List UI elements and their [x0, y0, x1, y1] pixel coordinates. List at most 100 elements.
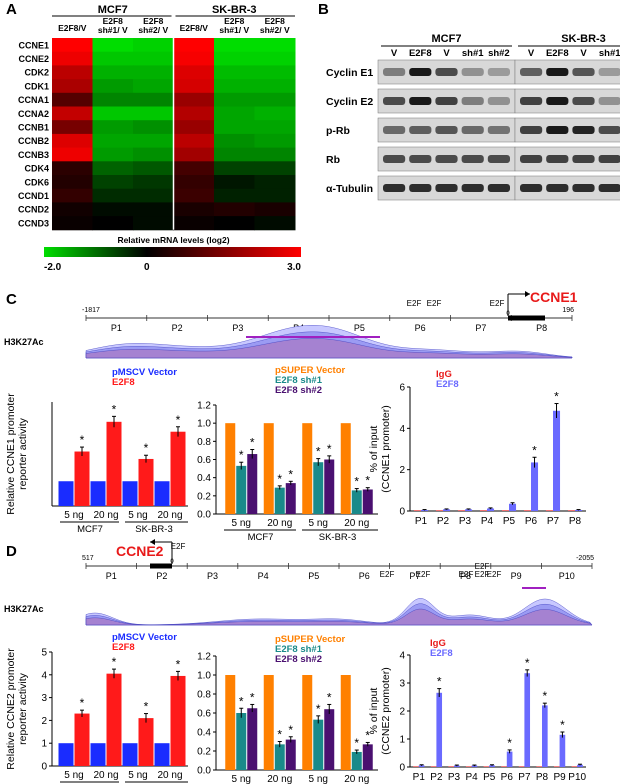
- e2f-site-label: E2F: [407, 299, 422, 308]
- bar: [421, 509, 429, 511]
- group-label: SK-BR-3: [319, 532, 356, 543]
- blot-band: [461, 184, 484, 192]
- blot-band: [383, 155, 406, 163]
- track-label: H3K27Ac: [4, 604, 44, 614]
- bar: [536, 766, 542, 767]
- x-tick-label: 5 ng: [232, 518, 251, 529]
- bar: [154, 481, 170, 506]
- region-label: P3: [232, 323, 243, 333]
- panel-a-letter: A: [6, 1, 17, 18]
- heatmap-column-label: E2F8/V: [58, 23, 87, 33]
- x-tick-label: P2: [430, 772, 443, 783]
- region-label: P6: [415, 323, 426, 333]
- bar: [263, 423, 274, 514]
- x-tick-label: 20 ng: [157, 770, 182, 781]
- y-tick-label: 3: [399, 679, 405, 690]
- bar: [340, 675, 351, 770]
- blot-band: [598, 68, 620, 76]
- blot-band: [520, 155, 543, 163]
- heatmap-cell: [214, 65, 255, 80]
- bar: [542, 705, 548, 767]
- y-tick-label: 2: [41, 716, 47, 727]
- x-tick-label: 5 ng: [128, 510, 147, 521]
- x-tick-label: 5 ng: [64, 770, 83, 781]
- heatmap-cell: [214, 106, 255, 121]
- x-tick-label: P1: [413, 772, 426, 783]
- heatmap-column-label: sh#1/ V: [219, 25, 249, 35]
- blot-band: [409, 155, 432, 163]
- heatmap-cell: [254, 120, 296, 135]
- y-tick-label: 0: [399, 763, 405, 774]
- significance-star: *: [542, 689, 547, 703]
- significance-star: *: [554, 390, 559, 404]
- heatmap-row-label: CCNB3: [18, 150, 49, 160]
- legend-entry: E2F8 sh#2: [275, 654, 322, 665]
- heatmap-cell: [52, 120, 93, 135]
- heatmap-cell: [52, 38, 93, 53]
- peak-marker: [246, 336, 380, 338]
- bar: [90, 743, 106, 766]
- x-tick-label: 5 ng: [232, 774, 251, 784]
- heatmap-cell: [92, 216, 134, 231]
- x-tick-label: 20 ng: [93, 770, 118, 781]
- bar: [274, 744, 285, 770]
- heatmap-cell: [214, 175, 255, 190]
- heatmap-cell: [214, 38, 255, 53]
- blot-band: [435, 97, 458, 105]
- bar: [302, 675, 313, 770]
- y-tick-label: 0.8: [197, 437, 211, 448]
- bar: [122, 481, 138, 506]
- blot-label: α-Tubulin: [326, 183, 373, 195]
- blot-band: [409, 184, 432, 192]
- heatmap-cell: [133, 175, 174, 190]
- heatmap-row-label: CDK2: [24, 68, 49, 78]
- color-scale-tick: 0: [144, 262, 150, 273]
- region-label: P2: [172, 323, 183, 333]
- region-label: P1: [111, 323, 122, 333]
- bar: [567, 510, 575, 511]
- group-label: MCF7: [77, 524, 103, 535]
- gene-name: CCNE2: [116, 543, 164, 559]
- x-tick-label: P9: [553, 772, 566, 783]
- bar: [457, 510, 465, 511]
- heatmap-cell: [173, 51, 215, 66]
- h3k27ac-signal: [85, 608, 593, 626]
- heatmap-cell: [52, 51, 93, 66]
- heatmap-cell: [214, 120, 255, 135]
- y-tick-label: 1: [41, 739, 47, 750]
- x-tick-label: 5 ng: [64, 510, 83, 521]
- x-tick-label: 5 ng: [309, 774, 328, 784]
- y-tick-label: 2: [399, 707, 405, 718]
- heatmap-column-label: E2F8: [143, 16, 164, 26]
- heatmap-cell: [214, 79, 255, 94]
- x-tick-label: P5: [503, 516, 516, 527]
- e2f-site-label: E2F: [490, 299, 505, 308]
- y-tick-label: 0.0: [197, 510, 211, 521]
- significance-star: *: [239, 448, 244, 462]
- bar: [74, 451, 90, 506]
- blot-band: [487, 68, 510, 76]
- bar: [324, 709, 335, 770]
- bar: [454, 765, 460, 767]
- significance-star: *: [525, 656, 530, 670]
- significance-star: *: [277, 728, 282, 742]
- heatmap-cell: [92, 65, 134, 80]
- y-tick-label: 1.2: [197, 652, 211, 663]
- bar: [122, 743, 138, 766]
- x-tick-label: P4: [481, 516, 494, 527]
- region-label: P9: [511, 571, 522, 581]
- y-tick-label: 0.0: [197, 766, 211, 777]
- significance-star: *: [176, 413, 181, 427]
- heatmap-cell: [214, 202, 255, 217]
- blot-band: [546, 126, 569, 134]
- heatmap-cell: [173, 161, 215, 176]
- heatmap-cell: [173, 188, 215, 203]
- bar: [170, 675, 186, 766]
- bar: [501, 766, 507, 767]
- heatmap-column-label: sh#2/ V: [138, 25, 168, 35]
- heatmap-row-label: CCND2: [18, 205, 49, 215]
- bar: [362, 744, 373, 770]
- significance-star: *: [277, 472, 282, 486]
